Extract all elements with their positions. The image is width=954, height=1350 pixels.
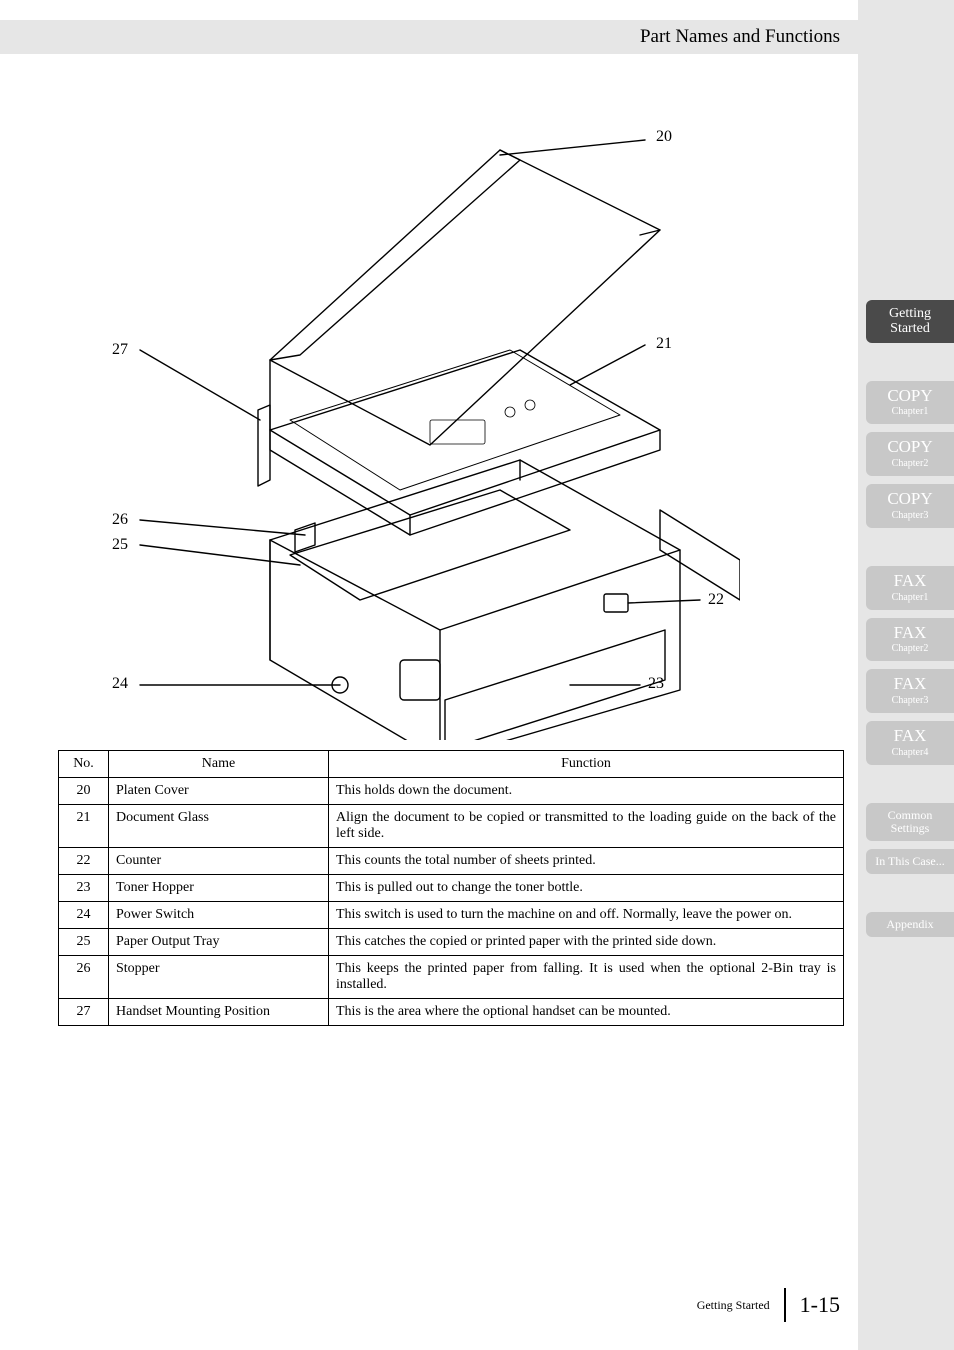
table-row: 20 Platen Cover This holds down the docu…	[59, 778, 844, 805]
tab-label: COPY	[870, 387, 950, 406]
cell-no: 22	[59, 848, 109, 875]
tab-label: FAX	[870, 675, 950, 694]
tab-sublabel: Chapter3	[870, 510, 950, 522]
tab-copy-1[interactable]: COPY Chapter1	[866, 381, 954, 425]
cell-no: 26	[59, 956, 109, 999]
machine-svg	[100, 100, 740, 740]
table-header-row: No. Name Function	[59, 751, 844, 778]
tab-sublabel: Chapter3	[870, 695, 950, 707]
tab-sublabel: Chapter1	[870, 406, 950, 418]
footer-page: 1-15	[800, 1292, 840, 1318]
page-title: Part Names and Functions	[640, 26, 840, 48]
tab-label: FAX	[870, 727, 950, 746]
callout-21: 21	[656, 335, 672, 353]
cell-no: 24	[59, 902, 109, 929]
page: Part Names and Functions	[0, 0, 858, 1350]
tab-fax-1[interactable]: FAX Chapter1	[866, 566, 954, 610]
tab-label: In This Case...	[870, 855, 950, 868]
table-row: 24 Power Switch This switch is used to t…	[59, 902, 844, 929]
cell-func: This is pulled out to change the toner b…	[329, 875, 844, 902]
side-tabs: Getting Started COPY Chapter1 COPY Chapt…	[866, 300, 954, 937]
cell-func: This is the area where the optional hand…	[329, 999, 844, 1026]
cell-name: Counter	[109, 848, 329, 875]
table-row: 25 Paper Output Tray This catches the co…	[59, 929, 844, 956]
tab-label: FAX	[870, 624, 950, 643]
cell-func: This catches the copied or printed paper…	[329, 929, 844, 956]
callout-24: 24	[112, 675, 128, 693]
tab-getting-started[interactable]: Getting Started	[866, 300, 954, 343]
callout-23: 23	[648, 675, 664, 693]
footer-divider	[784, 1288, 786, 1322]
cell-name: Toner Hopper	[109, 875, 329, 902]
cell-no: 27	[59, 999, 109, 1026]
table-row: 26 Stopper This keeps the printed paper …	[59, 956, 844, 999]
table-row: 22 Counter This counts the total number …	[59, 848, 844, 875]
cell-func: This keeps the printed paper from fallin…	[329, 956, 844, 999]
cell-name: Document Glass	[109, 805, 329, 848]
th-func: Function	[329, 751, 844, 778]
cell-name: Paper Output Tray	[109, 929, 329, 956]
callout-26: 26	[112, 511, 128, 529]
tab-sublabel: Chapter2	[870, 643, 950, 655]
tab-label: Common Settings	[870, 809, 950, 835]
callout-22: 22	[708, 591, 724, 609]
cell-name: Platen Cover	[109, 778, 329, 805]
machine-diagram: 20 21 22 23 24 25 26 27	[100, 100, 740, 740]
callout-27: 27	[112, 341, 128, 359]
parts-table-wrap: No. Name Function 20 Platen Cover This h…	[58, 750, 844, 1026]
footer: Getting Started 1-15	[697, 1288, 840, 1322]
cell-name: Stopper	[109, 956, 329, 999]
parts-table: No. Name Function 20 Platen Cover This h…	[58, 750, 844, 1026]
table-row: 21 Document Glass Align the document to …	[59, 805, 844, 848]
cell-no: 20	[59, 778, 109, 805]
cell-name: Handset Mounting Position	[109, 999, 329, 1026]
tab-label: FAX	[870, 572, 950, 591]
tab-appendix[interactable]: Appendix	[866, 912, 954, 937]
tab-copy-2[interactable]: COPY Chapter2	[866, 432, 954, 476]
th-name: Name	[109, 751, 329, 778]
callout-20: 20	[656, 128, 672, 146]
cell-func: This holds down the document.	[329, 778, 844, 805]
tab-label: Appendix	[870, 918, 950, 931]
table-row: 23 Toner Hopper This is pulled out to ch…	[59, 875, 844, 902]
table-row: 27 Handset Mounting Position This is the…	[59, 999, 844, 1026]
cell-no: 23	[59, 875, 109, 902]
tab-sublabel: Chapter2	[870, 458, 950, 470]
tab-sublabel: Chapter4	[870, 747, 950, 759]
callout-25: 25	[112, 536, 128, 554]
tab-label: COPY	[870, 438, 950, 457]
cell-func: Align the document to be copied or trans…	[329, 805, 844, 848]
tab-sublabel: Chapter1	[870, 592, 950, 604]
tab-fax-2[interactable]: FAX Chapter2	[866, 618, 954, 662]
cell-no: 21	[59, 805, 109, 848]
tab-fax-4[interactable]: FAX Chapter4	[866, 721, 954, 765]
tab-common-settings[interactable]: Common Settings	[866, 803, 954, 841]
cell-no: 25	[59, 929, 109, 956]
tab-copy-3[interactable]: COPY Chapter3	[866, 484, 954, 528]
tab-label: Getting Started	[870, 306, 950, 337]
cell-func: This counts the total number of sheets p…	[329, 848, 844, 875]
th-no: No.	[59, 751, 109, 778]
cell-func: This switch is used to turn the machine …	[329, 902, 844, 929]
cell-name: Power Switch	[109, 902, 329, 929]
footer-section: Getting Started	[697, 1298, 770, 1313]
tab-fax-3[interactable]: FAX Chapter3	[866, 669, 954, 713]
tab-label: COPY	[870, 490, 950, 509]
tab-in-this-case[interactable]: In This Case...	[866, 849, 954, 874]
